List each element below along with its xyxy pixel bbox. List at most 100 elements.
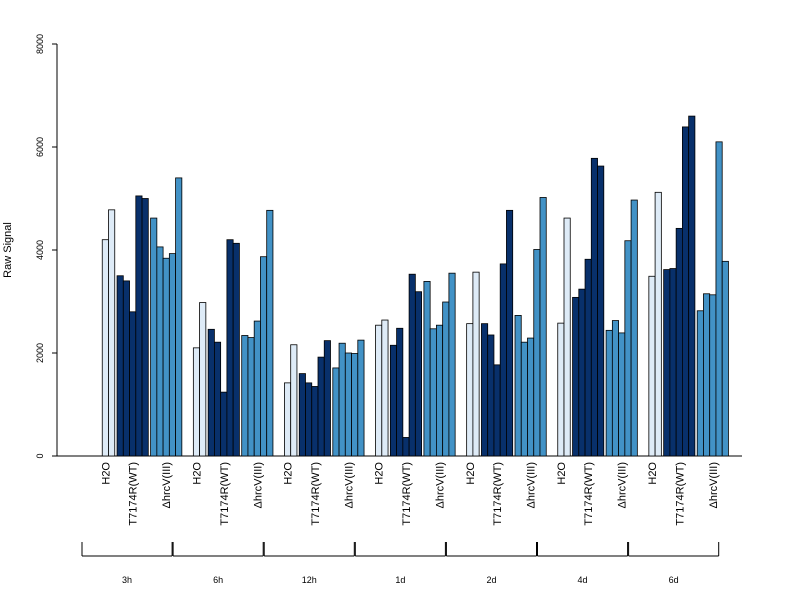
bar xyxy=(175,177,183,457)
y-tick-label: 4000 xyxy=(35,240,45,260)
bar xyxy=(466,323,474,457)
bar xyxy=(298,373,306,457)
bar xyxy=(192,347,201,457)
bar xyxy=(290,344,298,457)
bar xyxy=(414,291,423,457)
bar xyxy=(241,335,249,457)
bar xyxy=(578,288,586,457)
group-label: ΔhrcV(III) xyxy=(617,462,629,508)
bar xyxy=(448,272,456,457)
timepoint-label: 12h xyxy=(302,575,317,585)
bar xyxy=(396,327,404,457)
y-tick-label: 8000 xyxy=(35,34,45,54)
group-labels: H2O T7174R(WT) ΔhrcV(III) H2O T7174R(WT) Δhrc… xyxy=(100,462,719,526)
bar xyxy=(472,271,480,457)
bar xyxy=(533,249,541,457)
group-label: T7174R(WT) xyxy=(583,462,595,526)
y-tick-label: 0 xyxy=(35,453,45,458)
bar xyxy=(675,227,683,457)
bar xyxy=(715,141,723,457)
bar xyxy=(527,337,535,457)
bar xyxy=(654,191,662,457)
group-label: T7174R(WT) xyxy=(128,462,140,526)
group-label: H2O xyxy=(556,462,568,485)
bar xyxy=(168,253,177,457)
bar xyxy=(101,239,109,457)
bar xyxy=(226,239,234,457)
group-label: H2O xyxy=(191,462,203,485)
group-label: H2O xyxy=(647,462,659,485)
bar xyxy=(266,209,274,457)
group-label: ΔhrcV(III) xyxy=(708,462,720,508)
group-label: H2O xyxy=(100,462,112,485)
bar xyxy=(703,293,711,457)
bar xyxy=(648,275,656,457)
bar xyxy=(253,320,261,457)
group-label: H2O xyxy=(283,462,295,485)
y-tick-label: 6000 xyxy=(35,137,45,157)
bar xyxy=(162,257,170,457)
group-label: T7174R(WT) xyxy=(310,462,322,526)
bar xyxy=(311,386,319,457)
bar xyxy=(381,319,389,457)
bar xyxy=(487,334,495,457)
bar xyxy=(408,273,416,457)
bar xyxy=(557,322,565,457)
bar xyxy=(357,339,365,457)
bar xyxy=(116,275,124,457)
bar xyxy=(669,268,677,457)
bar xyxy=(563,217,571,457)
bar xyxy=(389,344,398,457)
y-axis-label: Raw Signal xyxy=(2,222,14,278)
group-label: T7174R(WT) xyxy=(401,462,413,526)
bar xyxy=(688,115,696,457)
bar xyxy=(605,329,613,457)
bar xyxy=(520,341,528,457)
group-label: T7174R(WT) xyxy=(492,462,504,526)
bar xyxy=(260,256,268,457)
bar xyxy=(156,246,164,457)
bar xyxy=(721,260,729,457)
timepoint-label: 4d xyxy=(578,575,588,585)
bar xyxy=(108,209,116,457)
timepoint-label: 1d xyxy=(395,575,405,585)
group-label: ΔhrcV(III) xyxy=(252,462,264,508)
bar xyxy=(207,328,215,457)
bar xyxy=(129,311,137,457)
timepoint-brackets: 3h 6h 12h 1d 2d 4d 6d xyxy=(81,542,720,585)
bar xyxy=(429,328,437,457)
group-label: H2O xyxy=(465,462,477,485)
bar xyxy=(597,165,605,457)
bar xyxy=(611,320,619,457)
bar xyxy=(232,242,240,457)
bar xyxy=(423,281,431,457)
bar xyxy=(481,323,489,457)
bar xyxy=(344,352,352,457)
bar xyxy=(247,337,255,457)
timepoint-label: 6h xyxy=(213,575,223,585)
y-tick-label: 2000 xyxy=(35,343,45,363)
bar xyxy=(135,195,143,457)
bar xyxy=(332,367,340,457)
group-label: ΔhrcV(III) xyxy=(343,462,355,508)
group-label: ΔhrcV(III) xyxy=(526,462,538,508)
bar xyxy=(624,240,632,457)
bar xyxy=(514,315,522,457)
bar xyxy=(590,157,598,457)
bar xyxy=(141,198,149,457)
bar xyxy=(323,340,331,457)
bar xyxy=(305,382,313,457)
bar xyxy=(220,391,228,457)
bar xyxy=(199,302,207,457)
bar xyxy=(663,269,671,457)
bar xyxy=(375,324,383,457)
timepoint-label: 6d xyxy=(669,575,679,585)
bar xyxy=(493,364,501,457)
bar xyxy=(435,324,444,457)
bars xyxy=(101,115,729,457)
bar xyxy=(696,310,704,457)
timepoint-label: 2d xyxy=(486,575,496,585)
bar xyxy=(213,341,222,457)
group-label: ΔhrcV(III) xyxy=(161,462,173,508)
